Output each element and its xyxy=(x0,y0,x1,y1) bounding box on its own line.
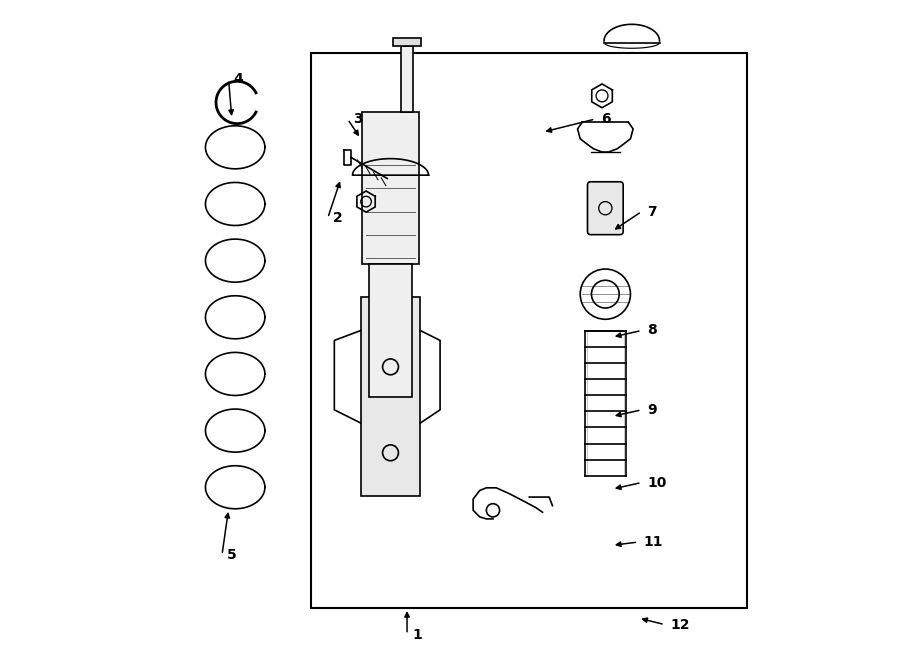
FancyBboxPatch shape xyxy=(369,264,412,397)
Text: 7: 7 xyxy=(647,204,657,219)
Text: 4: 4 xyxy=(234,72,244,87)
FancyBboxPatch shape xyxy=(401,46,413,112)
Text: 2: 2 xyxy=(333,211,343,225)
Text: 10: 10 xyxy=(647,475,666,490)
Text: 8: 8 xyxy=(647,323,657,338)
Text: 12: 12 xyxy=(670,617,689,632)
Text: 6: 6 xyxy=(600,112,610,126)
FancyBboxPatch shape xyxy=(392,38,421,46)
Text: 1: 1 xyxy=(412,627,422,642)
Text: 3: 3 xyxy=(353,112,363,126)
FancyBboxPatch shape xyxy=(363,112,419,264)
Text: 5: 5 xyxy=(227,548,237,563)
Text: 11: 11 xyxy=(644,535,663,549)
FancyBboxPatch shape xyxy=(588,182,623,235)
FancyBboxPatch shape xyxy=(361,297,420,496)
Text: 9: 9 xyxy=(647,403,657,417)
